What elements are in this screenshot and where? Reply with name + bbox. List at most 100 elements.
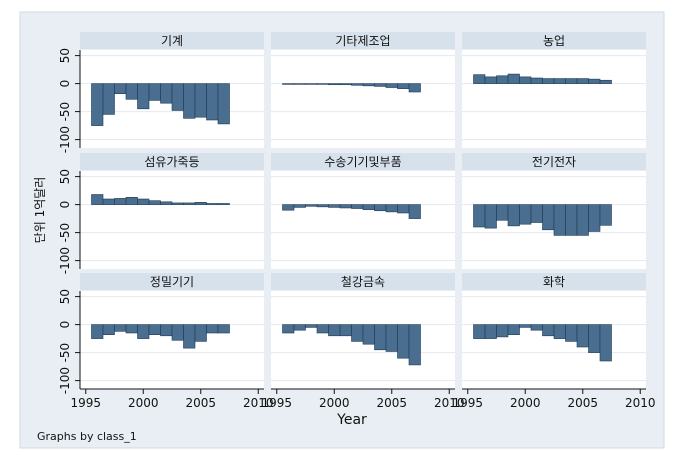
bar bbox=[194, 324, 207, 342]
y-tick-label: 0 bbox=[58, 201, 72, 209]
bar bbox=[507, 73, 520, 84]
bar bbox=[91, 83, 104, 126]
graphs-by-note: Graphs by class_1 bbox=[37, 430, 137, 443]
bar bbox=[397, 324, 410, 359]
bar bbox=[362, 324, 375, 345]
plot-area bbox=[271, 50, 455, 148]
bar bbox=[408, 324, 421, 366]
bar bbox=[171, 202, 184, 205]
bar bbox=[576, 204, 589, 236]
bar bbox=[125, 197, 138, 205]
bar bbox=[408, 204, 421, 219]
panel-header bbox=[271, 153, 455, 170]
panel-header bbox=[80, 273, 264, 290]
x-tick-label: 1995 bbox=[452, 396, 483, 410]
bar bbox=[125, 83, 138, 100]
y-tick-label: -100 bbox=[58, 247, 72, 274]
bar bbox=[484, 324, 497, 339]
panel-header bbox=[80, 153, 264, 170]
bar bbox=[553, 204, 566, 236]
x-tick-label: 2005 bbox=[376, 396, 407, 410]
bar bbox=[519, 76, 532, 84]
bar bbox=[282, 83, 295, 85]
bar bbox=[507, 324, 520, 335]
x-tick-label: 1995 bbox=[70, 396, 101, 410]
panel-2: 기타제조업 bbox=[271, 32, 455, 148]
y-tick-label: -50 bbox=[58, 343, 72, 363]
bar bbox=[305, 83, 318, 85]
panel-7: 정밀기기 50 0 -50 -100 1995 2000 2005 2010 bbox=[58, 273, 274, 410]
bar bbox=[473, 74, 486, 84]
bar bbox=[282, 324, 295, 334]
panel-header bbox=[271, 32, 455, 49]
panel-8: 철강금속 1995 2000 2005 2010 bbox=[261, 273, 465, 410]
bar bbox=[530, 324, 543, 331]
bar bbox=[507, 204, 520, 227]
bar bbox=[183, 83, 196, 119]
x-tick-label: 2010 bbox=[243, 396, 274, 410]
y-tick-label: 0 bbox=[58, 80, 72, 88]
bar bbox=[599, 324, 612, 362]
bar bbox=[160, 83, 173, 104]
bar bbox=[114, 198, 127, 205]
bar bbox=[599, 79, 612, 84]
panel-1: 기계 50 0 -50 -100 bbox=[58, 32, 264, 153]
bar bbox=[542, 324, 555, 337]
bar bbox=[148, 200, 161, 205]
y-tick-label: 50 bbox=[58, 289, 72, 304]
panel-title: 철강금속 bbox=[341, 275, 385, 289]
bar bbox=[576, 78, 589, 84]
y-tick-label: -100 bbox=[58, 367, 72, 394]
plot-area bbox=[80, 171, 264, 269]
y-tick-label: 0 bbox=[58, 321, 72, 329]
y-tick-label: -50 bbox=[58, 223, 72, 243]
panel-title: 수송기기및부품 bbox=[324, 155, 401, 169]
bar bbox=[183, 202, 196, 205]
bar bbox=[599, 204, 612, 226]
bar bbox=[576, 324, 589, 348]
bar bbox=[519, 324, 532, 328]
bar bbox=[339, 324, 352, 337]
bar bbox=[473, 324, 486, 339]
panel-title: 농업 bbox=[543, 34, 565, 48]
panel-header bbox=[80, 32, 264, 49]
bar bbox=[374, 324, 387, 351]
panel-5: 수송기기및부품 bbox=[271, 153, 455, 269]
bar bbox=[542, 204, 555, 231]
bar bbox=[530, 77, 543, 84]
bar bbox=[102, 83, 115, 115]
bar bbox=[553, 324, 566, 339]
plot-area bbox=[271, 171, 455, 269]
bar bbox=[397, 204, 410, 214]
bar bbox=[484, 76, 497, 84]
bar bbox=[362, 83, 375, 87]
bar bbox=[137, 83, 150, 110]
panel-header bbox=[462, 273, 646, 290]
bar bbox=[588, 78, 601, 84]
panel-title: 기계 bbox=[161, 34, 183, 48]
x-tick-label: 2010 bbox=[625, 396, 656, 410]
y-tick-label: 50 bbox=[58, 169, 72, 184]
bar bbox=[148, 83, 161, 101]
bar bbox=[305, 324, 318, 328]
bar bbox=[519, 204, 532, 225]
bar bbox=[496, 204, 509, 221]
panel-header bbox=[462, 32, 646, 49]
bar bbox=[588, 204, 601, 232]
bar bbox=[316, 204, 329, 208]
bar bbox=[374, 204, 387, 212]
x-axis-title: Year bbox=[336, 412, 367, 428]
bar bbox=[217, 203, 230, 205]
bar bbox=[496, 324, 509, 338]
bar bbox=[351, 83, 364, 86]
plot-area bbox=[462, 291, 646, 389]
bar bbox=[160, 201, 173, 205]
bar bbox=[385, 324, 398, 352]
bar bbox=[473, 204, 486, 228]
bar bbox=[316, 324, 329, 334]
bar bbox=[206, 83, 219, 121]
bar bbox=[91, 324, 104, 339]
bar bbox=[484, 204, 497, 229]
bar bbox=[328, 204, 341, 208]
